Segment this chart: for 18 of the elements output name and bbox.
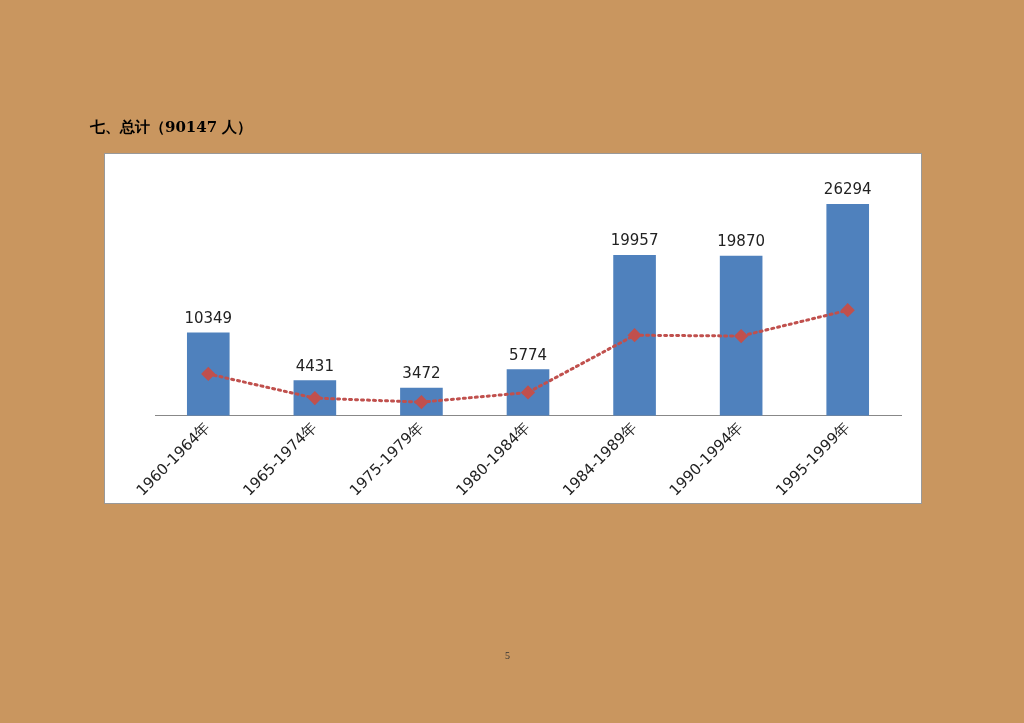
bar — [186, 332, 230, 416]
point — [201, 367, 215, 381]
data-label: 26294 — [823, 180, 872, 199]
data-label: 4431 — [295, 356, 334, 375]
data-label: 5774 — [508, 345, 548, 364]
chart-title: 七、总计（90147 人） — [90, 118, 253, 137]
data-label: 10349 — [184, 308, 233, 327]
text: 5 — [505, 650, 510, 661]
bar — [719, 255, 763, 416]
data-label: 19957 — [610, 231, 659, 250]
point — [734, 329, 748, 343]
data-label: 3472 — [402, 364, 441, 383]
bar — [826, 203, 870, 416]
bar — [613, 254, 656, 416]
bar — [506, 369, 550, 416]
point — [841, 303, 855, 317]
data-label: 19870 — [717, 232, 765, 251]
point — [628, 328, 642, 342]
